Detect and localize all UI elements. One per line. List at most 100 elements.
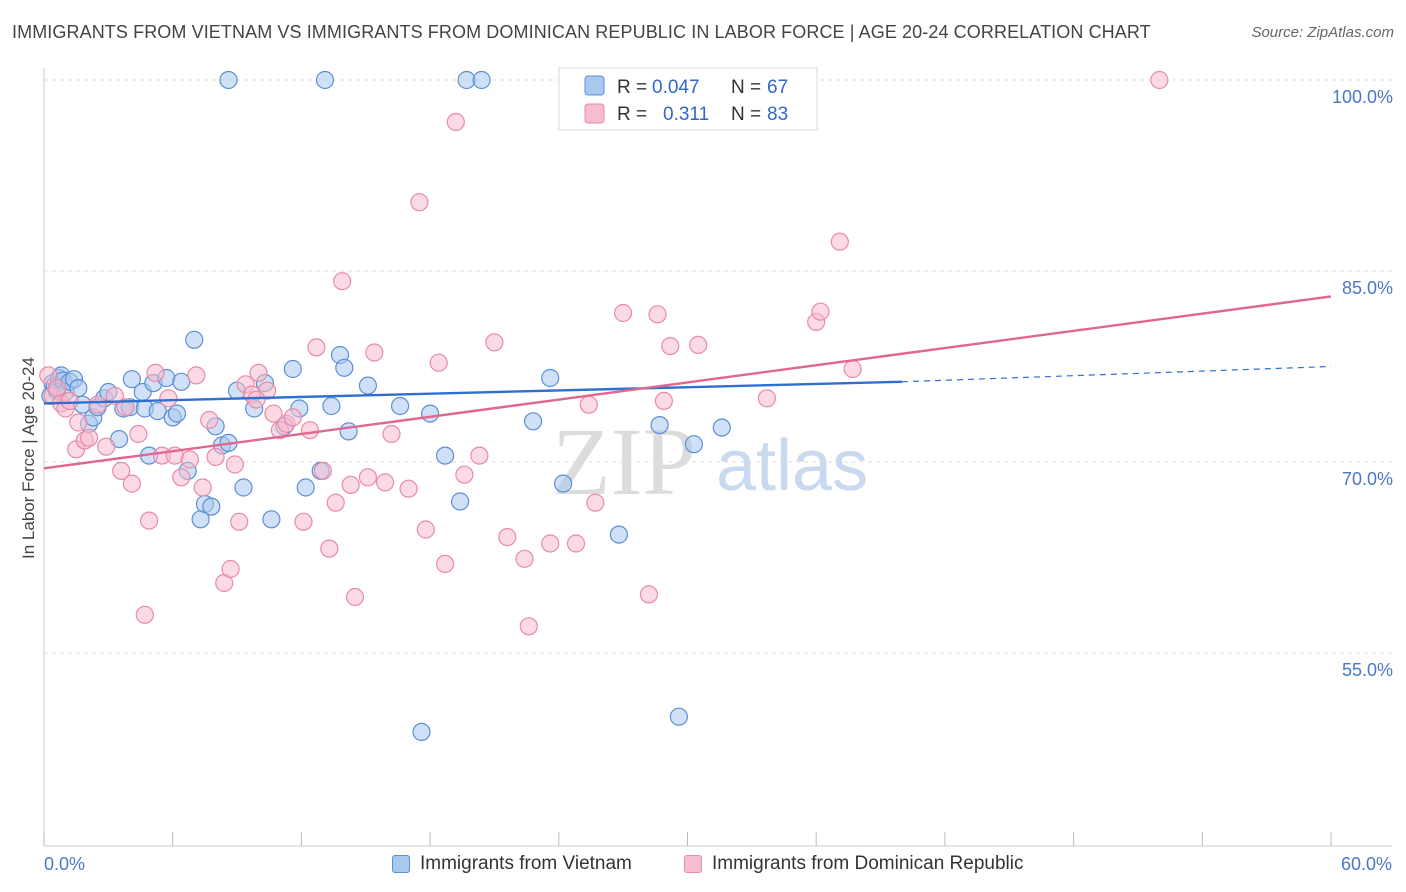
point-dominican-59	[446, 112, 465, 132]
point-vietnam-60	[553, 474, 573, 493]
point-vietnam-55	[421, 404, 440, 423]
point-dominican-76	[757, 389, 777, 408]
point-dominican-45	[320, 539, 339, 558]
point-vietnam-56	[436, 446, 455, 465]
legend-n-label-dominican: N =	[731, 104, 761, 125]
trend-lines	[43, 295, 1332, 470]
point-dominican-72	[648, 305, 667, 324]
point-dominican-65	[519, 617, 538, 636]
point-dominican-14	[116, 398, 135, 417]
trend-line-dominican	[43, 295, 1332, 470]
point-vietnam-50	[335, 358, 354, 377]
point-vietnam-59	[541, 368, 560, 388]
point-vietnam-58	[523, 412, 543, 431]
point-dominican-82	[247, 390, 266, 409]
y-axis-label: In Labor Force | Age 20-24	[19, 357, 38, 559]
point-dominican-42	[300, 421, 320, 440]
point-dominican-70	[613, 303, 633, 323]
point-vietnam-53	[391, 396, 410, 416]
point-dominican-50	[358, 468, 377, 487]
chart-title: IMMIGRANTS FROM VIETNAM VS IMMIGRANTS FR…	[12, 22, 1151, 42]
point-vietnam-39	[234, 478, 253, 497]
bottom-legend-swatch-dominican	[684, 855, 702, 873]
point-dominican-54	[399, 479, 418, 498]
point-dominican-32	[230, 512, 249, 531]
point-vietnam-28	[167, 404, 187, 423]
point-dominican-30	[221, 559, 240, 579]
point-dominican-2	[47, 379, 67, 398]
point-dominican-64	[515, 549, 534, 568]
point-vietnam-67	[315, 70, 335, 90]
point-vietnam-65	[712, 418, 731, 437]
point-vietnam-20	[122, 370, 141, 389]
point-dominican-51	[365, 343, 384, 362]
point-vietnam-52	[358, 376, 377, 395]
point-dominican-31	[225, 455, 244, 474]
y-tick-label-55: 55.0%	[1342, 660, 1393, 680]
legend-n-value-dominican: 83	[767, 104, 788, 125]
point-dominican-43	[307, 338, 326, 357]
point-dominican-62	[485, 333, 504, 352]
point-dominican-23	[172, 468, 191, 487]
series-dominican-points	[39, 70, 1169, 636]
point-dominican-58	[436, 554, 455, 574]
point-vietnam-10	[69, 379, 88, 398]
point-vietnam-61	[609, 525, 629, 544]
point-dominican-75	[689, 335, 708, 354]
point-dominican-46	[326, 493, 345, 512]
point-vietnam-42	[262, 510, 281, 529]
point-dominican-81	[1150, 70, 1169, 90]
point-dominican-78	[830, 232, 849, 251]
point-vietnam-66	[219, 70, 238, 90]
y-tick-label-70: 70.0%	[1342, 469, 1393, 489]
point-dominican-16	[129, 424, 148, 444]
point-dominican-26	[193, 478, 212, 497]
point-dominican-37	[264, 404, 283, 423]
point-dominican-66	[541, 534, 560, 553]
x-ticks	[43, 832, 1332, 846]
point-vietnam-29	[172, 372, 191, 391]
legend-r-label-dominican: R =	[617, 104, 647, 125]
point-dominican-47	[333, 272, 352, 291]
point-dominican-7	[69, 413, 88, 432]
point-dominican-56	[416, 520, 435, 539]
trend-line-vietnam-extension	[901, 365, 1332, 383]
point-dominican-57	[429, 353, 448, 372]
point-dominican-27	[200, 410, 219, 430]
point-vietnam-51	[339, 422, 358, 441]
legend-swatch-dominican	[584, 103, 605, 124]
point-dominican-17	[135, 605, 154, 624]
point-vietnam-54	[412, 722, 431, 742]
point-dominican-49	[345, 587, 365, 607]
x-tick-label-max: 60.0%	[1341, 854, 1392, 874]
point-dominican-35	[249, 363, 268, 382]
point-dominican-25	[187, 366, 206, 385]
point-vietnam-69	[472, 70, 491, 90]
bottom-legend-dominican: Immigrants from Dominican Republic	[684, 852, 1024, 876]
point-vietnam-44	[283, 359, 302, 379]
legend-r-label-vietnam: R =	[617, 77, 647, 98]
point-dominican-48	[341, 475, 360, 494]
point-dominican-71	[639, 585, 659, 604]
watermark-atlas: atlas	[716, 426, 868, 506]
point-dominican-15	[122, 474, 141, 493]
x-tick-label-min: 0.0%	[44, 854, 85, 874]
legend-n-value-vietnam: 67	[767, 77, 788, 98]
legend-swatch-vietnam	[584, 75, 605, 96]
point-dominican-73	[654, 391, 674, 410]
point-vietnam-46	[296, 478, 315, 497]
legend-r-value-vietnam: 0.047	[652, 77, 700, 98]
y-tick-label-85: 85.0%	[1342, 278, 1393, 298]
point-dominican-12	[105, 386, 124, 405]
point-dominican-80	[811, 302, 830, 321]
point-dominican-61	[470, 446, 489, 465]
bottom-legend-label-vietnam: Immigrants from Vietnam	[420, 853, 632, 874]
grid-layer	[44, 79, 1392, 654]
point-vietnam-34	[202, 497, 221, 516]
point-dominican-11	[97, 437, 116, 456]
point-dominican-24	[180, 450, 199, 469]
point-dominican-18	[140, 511, 159, 530]
point-dominican-68	[579, 395, 598, 414]
point-vietnam-63	[669, 707, 689, 726]
